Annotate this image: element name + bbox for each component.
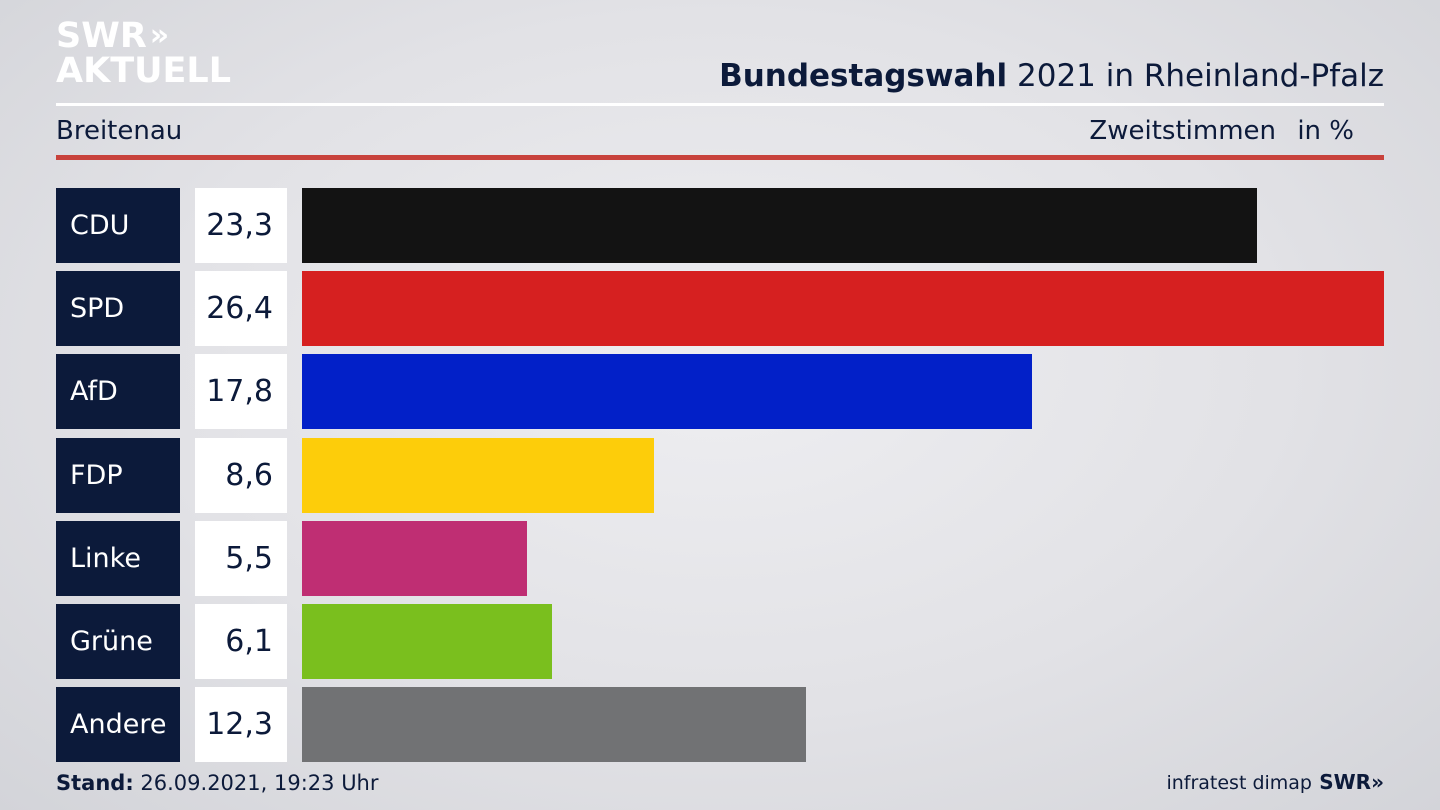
source-label: infratest dimap	[1166, 772, 1312, 794]
chart-title-bold: Bundestagswahl	[719, 58, 1008, 94]
timestamp-value: 26.09.2021, 19:23 Uhr	[140, 771, 379, 795]
bar	[302, 520, 527, 596]
timestamp: Stand: 26.09.2021, 19:23 Uhr	[56, 771, 379, 795]
swr-aktuell-logo: SWR» AKTUELL	[56, 18, 231, 89]
unit-label: in %	[1297, 116, 1354, 146]
logo-chevrons-icon: »	[149, 18, 170, 53]
timestamp-label: Stand:	[56, 771, 134, 795]
logo-line-1: SWR	[56, 16, 147, 56]
value-label: 6,1	[195, 604, 287, 679]
value-label: 23,3	[195, 188, 287, 263]
bar	[302, 354, 1032, 430]
logo-line-2: AKTUELL	[56, 51, 232, 91]
chart-title: Bundestagswahl 2021 in Rheinland-Pfalz	[719, 58, 1384, 94]
bar	[302, 604, 552, 679]
bar	[302, 687, 806, 763]
region-label: Breitenau	[56, 116, 183, 146]
party-label: AfD	[56, 354, 180, 430]
party-label: Linke	[56, 520, 180, 596]
value-label: 8,6	[195, 437, 287, 513]
value-label: 26,4	[195, 271, 287, 347]
header-divider	[56, 103, 1384, 106]
swr-logo: SWR»	[1319, 770, 1384, 794]
measure-label: Zweitstimmen	[1089, 116, 1276, 146]
value-label: 5,5	[195, 520, 287, 596]
value-label: 12,3	[195, 687, 287, 763]
bar	[302, 271, 1384, 347]
party-label: CDU	[56, 188, 180, 263]
party-label: Grüne	[56, 604, 180, 679]
chart-title-rest: 2021 in Rheinland-Pfalz	[1017, 58, 1384, 94]
party-label: Andere	[56, 687, 180, 763]
party-label: FDP	[56, 437, 180, 513]
bar	[302, 188, 1257, 263]
party-label: SPD	[56, 271, 180, 347]
value-label: 17,8	[195, 354, 287, 430]
header-accent-rule	[56, 155, 1384, 160]
bar	[302, 437, 654, 513]
